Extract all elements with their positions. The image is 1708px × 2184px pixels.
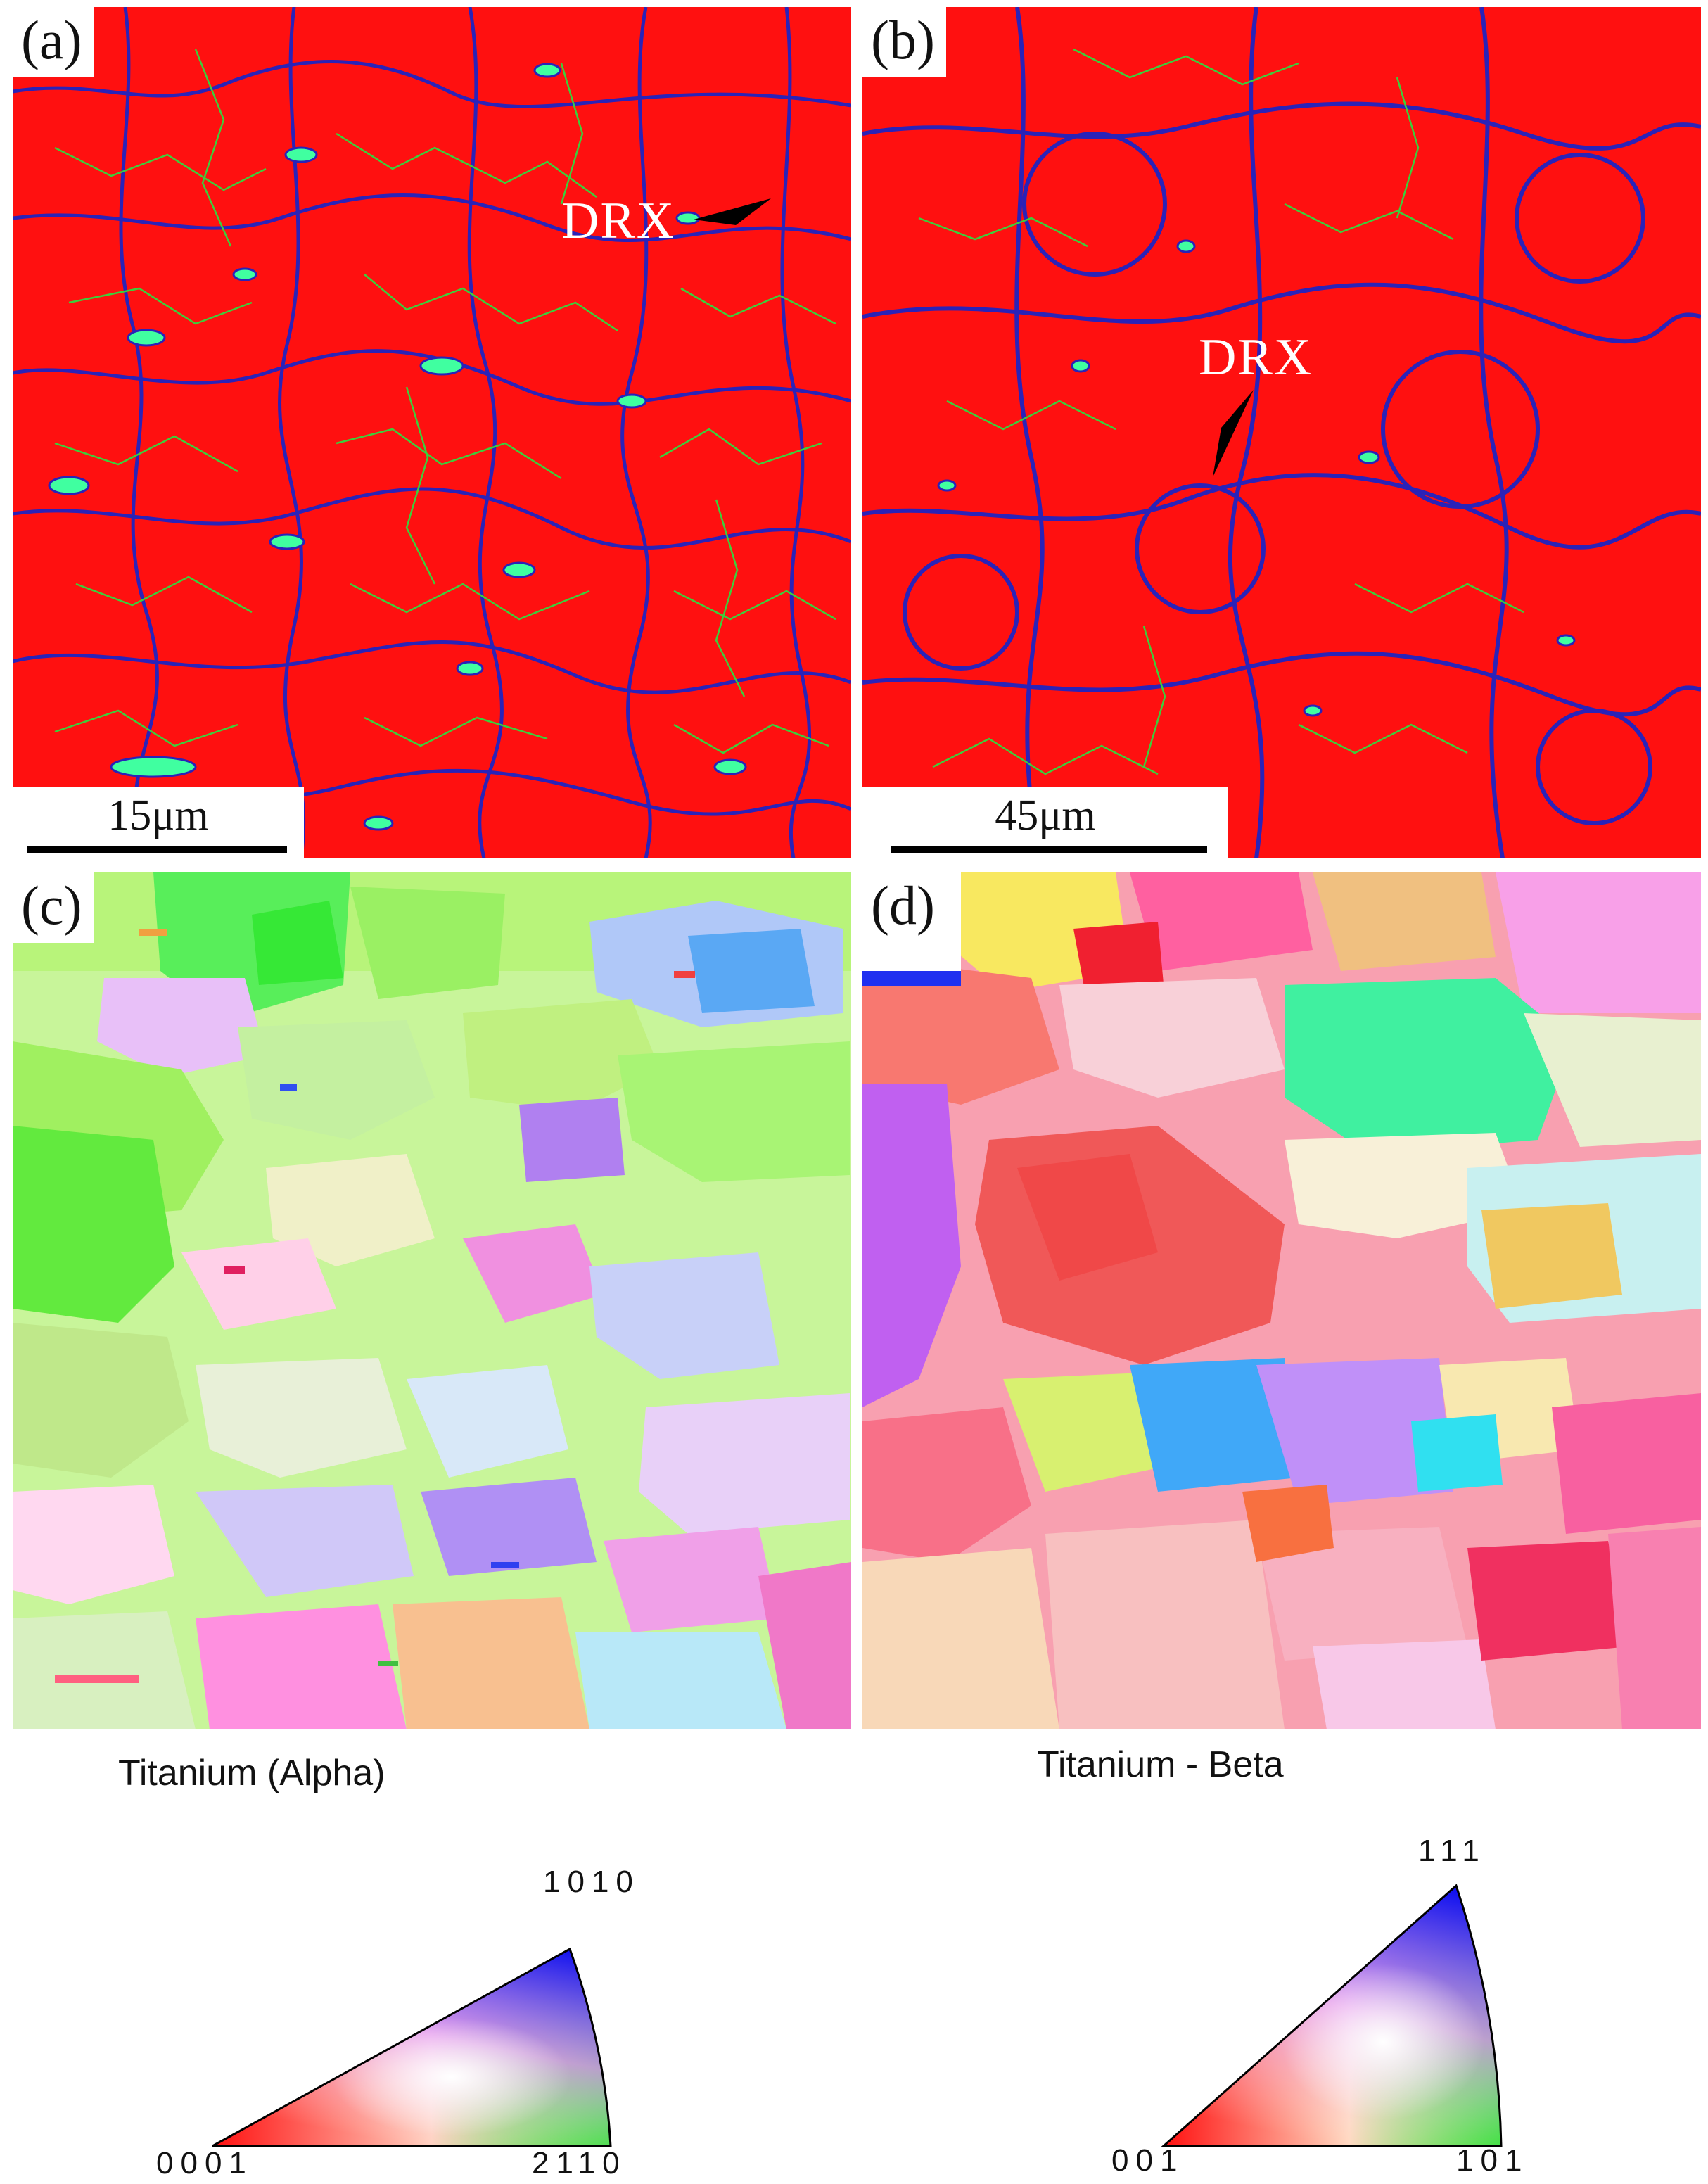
alpha-corner-right-label: 2110 xyxy=(532,2146,627,2180)
alpha-ipf-legend-icon xyxy=(212,1947,612,2147)
panel-a-phase-map: (a) DRX 15μm xyxy=(13,7,851,858)
alpha-corner-left-label: 0001 xyxy=(156,2146,253,2180)
scale-bar-b-line xyxy=(891,846,1207,853)
scale-bar-a-line xyxy=(27,846,287,853)
panel-a-label: (a) xyxy=(13,7,94,77)
alpha-corner-top-label: 1010 xyxy=(543,1865,640,1899)
panel-c-label: (c) xyxy=(13,872,94,943)
panel-d-beta-orientation-map: (d) xyxy=(862,872,1701,1729)
panel-d-label: (d) xyxy=(862,872,946,943)
orientation-map-d-image xyxy=(862,872,1701,1729)
scale-bar-b: 45μm xyxy=(862,787,1228,858)
drx-arrow-b-icon xyxy=(1213,390,1254,477)
beta-corner-right-label: 101 xyxy=(1456,2143,1529,2178)
scale-bar-b-label: 45μm xyxy=(995,792,1096,839)
panel-b-phase-map: (b) DRX 45μm xyxy=(862,7,1701,858)
phase-map-a-image xyxy=(13,7,851,858)
beta-corner-left-label: 001 xyxy=(1111,2143,1185,2178)
panel-c-alpha-orientation-map: (c) xyxy=(13,872,851,1729)
phase-map-b-image xyxy=(862,7,1701,858)
scale-bar-a: 15μm xyxy=(13,787,304,858)
drx-arrow-a-icon xyxy=(694,198,771,225)
alpha-phase-title: Titanium (Alpha) xyxy=(118,1753,385,1793)
orientation-map-c-image xyxy=(13,872,851,1729)
drx-annotation-a: DRX xyxy=(561,192,676,250)
beta-ipf-legend-icon xyxy=(1161,1884,1503,2147)
scale-bar-a-label: 15μm xyxy=(108,792,209,839)
beta-phase-title: Titanium - Beta xyxy=(1037,1744,1284,1785)
panel-b-label: (b) xyxy=(862,7,946,77)
drx-annotation-b: DRX xyxy=(1199,329,1313,386)
beta-corner-top-label: 111 xyxy=(1418,1834,1486,1868)
